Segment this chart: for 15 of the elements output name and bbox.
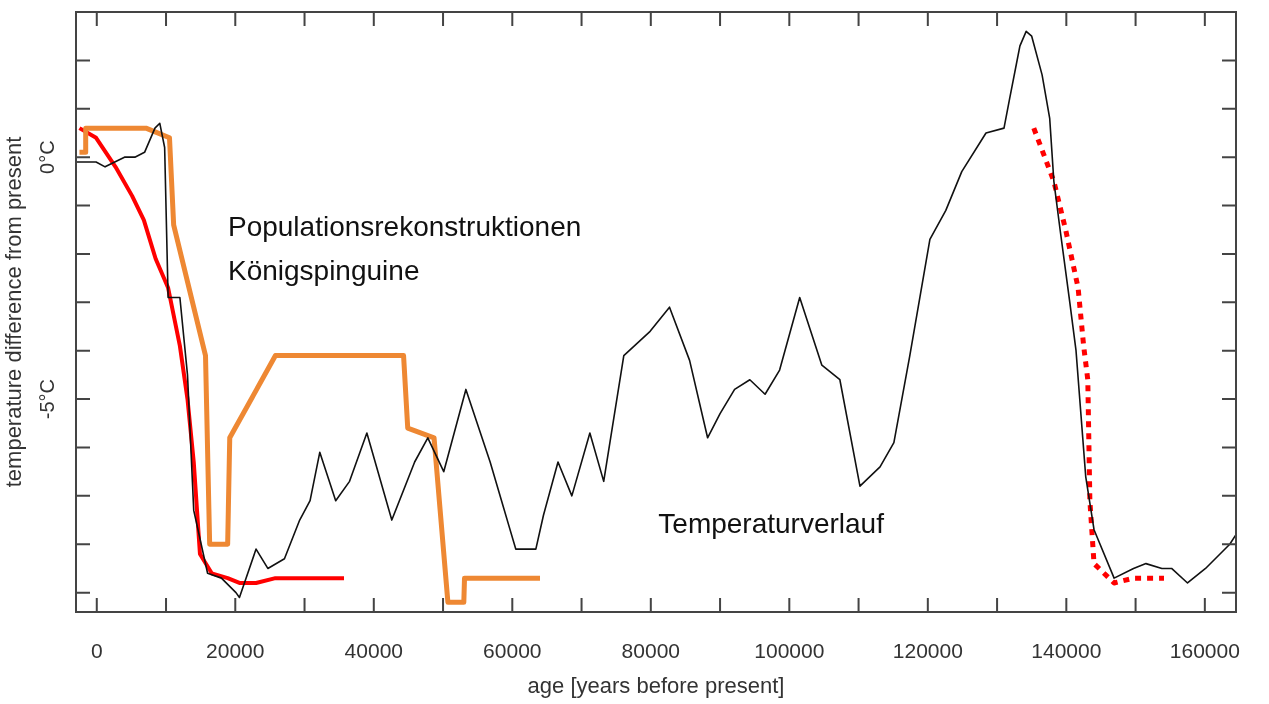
x-tick-label: 120000 — [892, 639, 963, 663]
x-tick-label: 0 — [90, 639, 103, 663]
y-tick-label: 0°C — [35, 140, 58, 174]
annotation: Temperaturverlauf — [658, 507, 885, 539]
y-tick-label: -5°C — [35, 378, 58, 420]
x-tick-label: 160000 — [1169, 639, 1240, 663]
x-axis-title: age [years before present] — [527, 672, 785, 698]
x-tick-label: 40000 — [344, 639, 403, 663]
y-axis-title: temperature difference from present — [1, 136, 27, 488]
x-tick-label: 100000 — [754, 639, 825, 663]
annotation: Populationsrekonstruktionen Königspinguine — [227, 210, 582, 286]
x-tick-label: 60000 — [483, 639, 542, 663]
x-tick-label: 140000 — [1031, 639, 1102, 663]
x-tick-label: 20000 — [206, 639, 265, 663]
x-tick-label: 80000 — [621, 639, 681, 663]
